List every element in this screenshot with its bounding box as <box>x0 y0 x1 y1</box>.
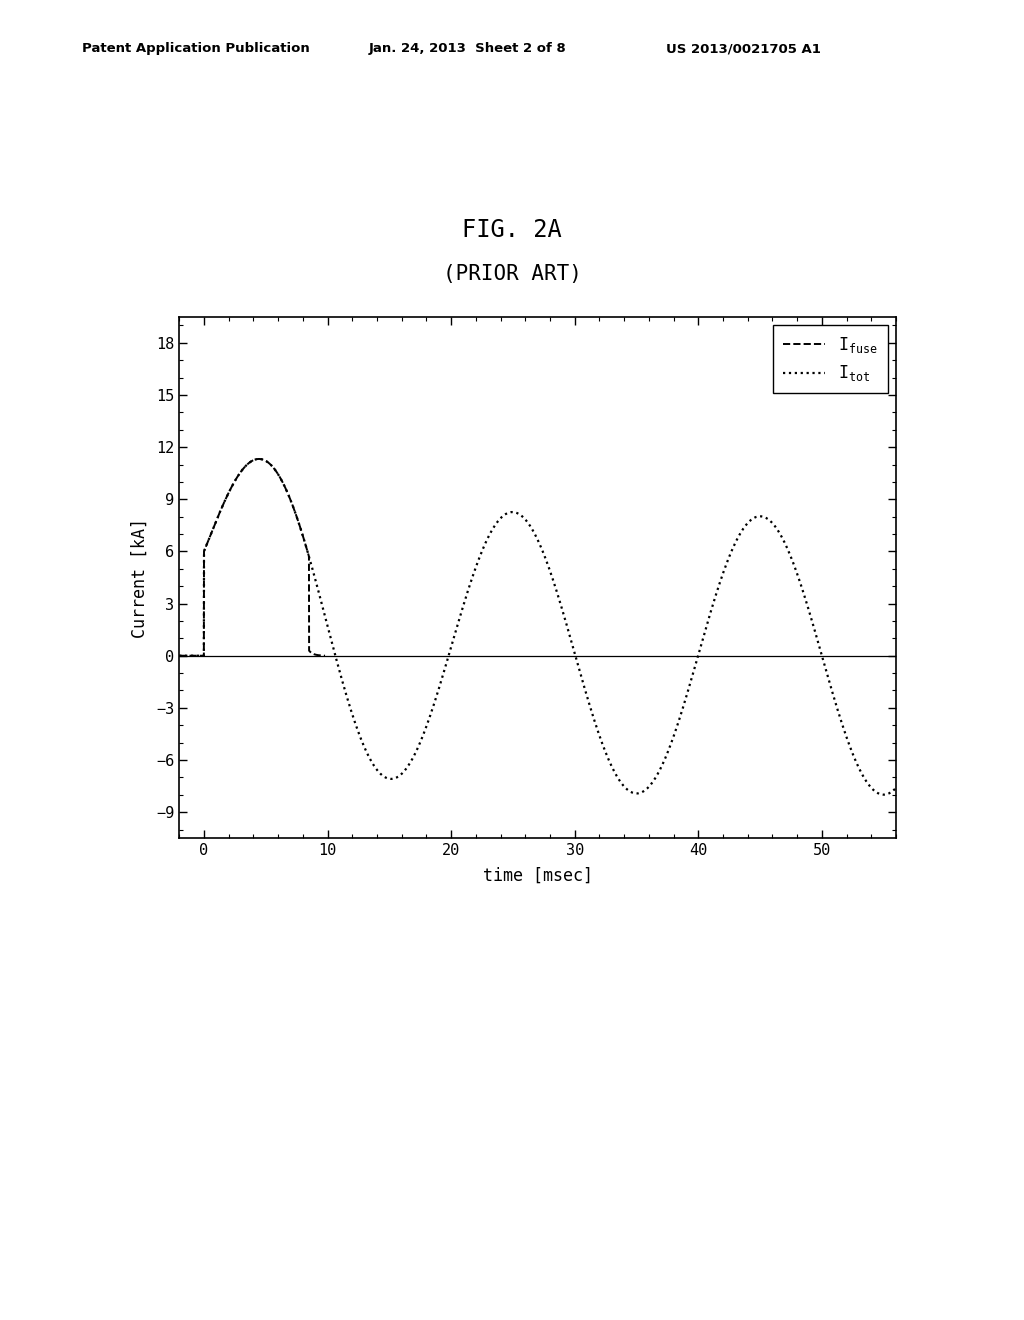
Legend: I$_{\mathregular{fuse}}$, I$_{\mathregular{tot}}$: I$_{\mathregular{fuse}}$, I$_{\mathregul… <box>773 325 888 393</box>
Text: FIG. 2A: FIG. 2A <box>462 218 562 242</box>
Text: US 2013/0021705 A1: US 2013/0021705 A1 <box>666 42 820 55</box>
Text: (PRIOR ART): (PRIOR ART) <box>442 264 582 284</box>
X-axis label: time [msec]: time [msec] <box>482 866 593 884</box>
Y-axis label: Current [kA]: Current [kA] <box>131 517 150 638</box>
Text: Patent Application Publication: Patent Application Publication <box>82 42 309 55</box>
Text: Jan. 24, 2013  Sheet 2 of 8: Jan. 24, 2013 Sheet 2 of 8 <box>369 42 566 55</box>
